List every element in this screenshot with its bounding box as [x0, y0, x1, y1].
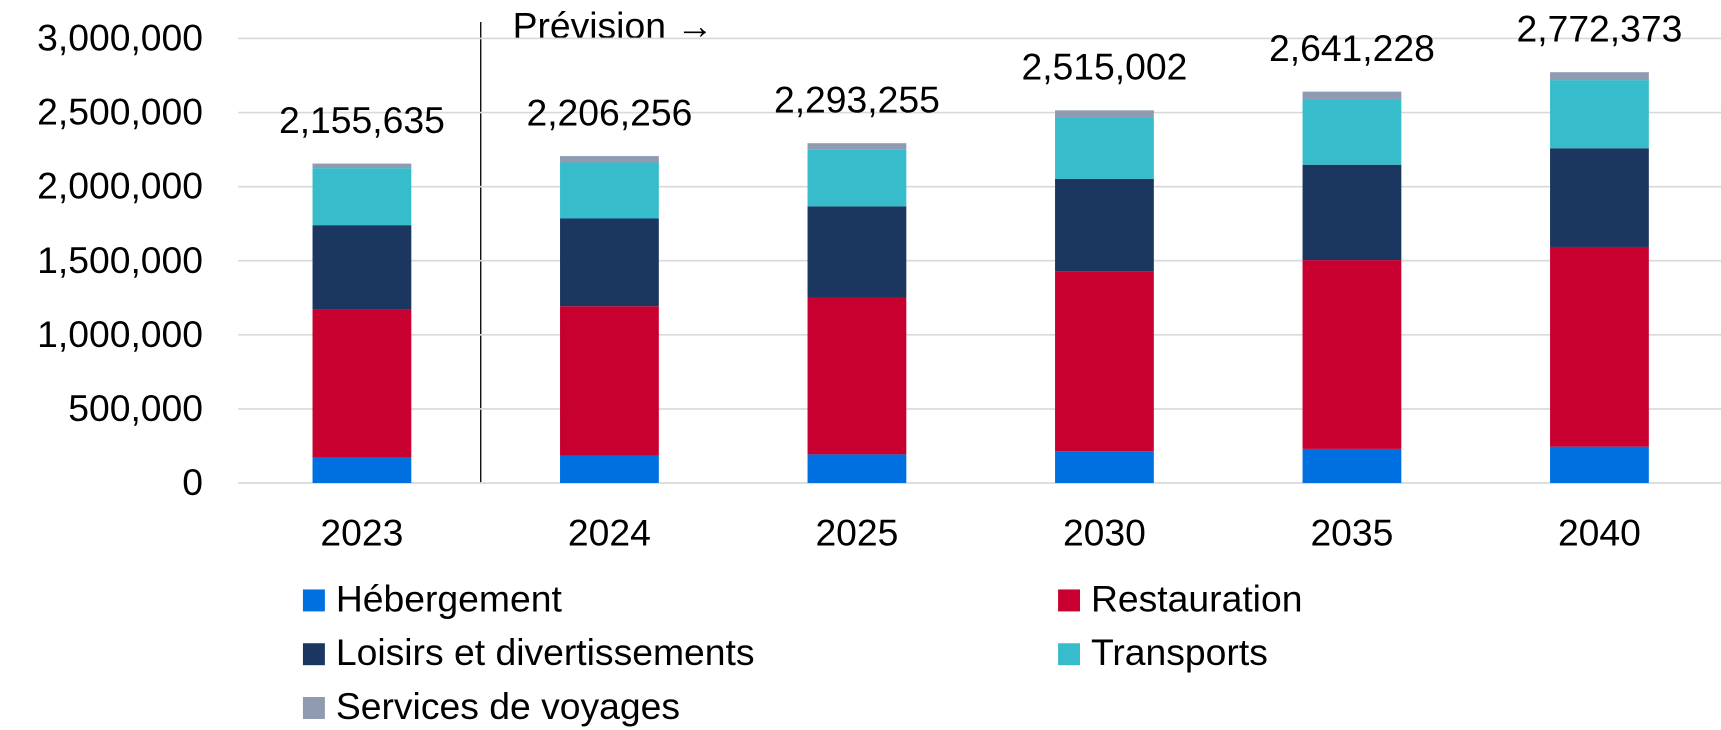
x-tick-label: 2024: [568, 512, 651, 554]
bar-segment: [1550, 446, 1649, 483]
legend-label: Transports: [1091, 631, 1268, 673]
y-tick-label: 1,000,000: [37, 313, 203, 355]
annotation: Prévision →: [513, 4, 714, 46]
bar-segment: [807, 206, 907, 298]
total-label: 2,155,635: [279, 99, 445, 141]
bar-segment: [1302, 91, 1402, 100]
bar-segment: [312, 225, 412, 310]
bar-segment: [560, 306, 659, 456]
bar-segment: [807, 143, 907, 150]
x-tick-label: 2035: [1310, 512, 1393, 554]
total-label: 2,772,373: [1516, 7, 1682, 49]
x-tick-label: 2023: [320, 512, 403, 554]
bar-segment: [1055, 451, 1154, 483]
bar-segment: [1550, 72, 1649, 81]
bar-segment: [807, 297, 907, 455]
bar-segment: [560, 218, 659, 307]
bar-segment: [1055, 178, 1154, 272]
bar-segment: [312, 309, 412, 458]
bar-segment: [1302, 260, 1402, 449]
y-tick-label: 0: [182, 461, 203, 503]
legend-swatch: [1058, 589, 1081, 612]
legend-swatch: [1058, 643, 1081, 666]
bar-segment: [560, 455, 659, 483]
x-tick-label: 2040: [1558, 512, 1641, 554]
bar-segment: [1055, 271, 1154, 452]
bar-segment: [312, 168, 412, 226]
total-label: 2,515,002: [1021, 46, 1187, 88]
x-tick-label: 2030: [1063, 512, 1146, 554]
bar-segment: [1302, 448, 1402, 483]
bar-segment: [807, 454, 907, 483]
bar-segment: [1550, 246, 1649, 447]
y-tick-label: 500,000: [68, 387, 203, 429]
y-tick-label: 1,500,000: [37, 239, 203, 281]
legend-swatch: [302, 643, 325, 666]
bar-segment: [560, 162, 659, 219]
bar-segment: [1055, 117, 1154, 179]
legend-swatch: [302, 589, 325, 612]
bar-segment: [1055, 110, 1154, 118]
bar-segment: [560, 156, 659, 163]
bar-segment: [1302, 99, 1402, 165]
bar-segment: [1302, 164, 1402, 261]
total-label: 2,206,256: [526, 91, 692, 133]
x-tick-label: 2025: [815, 512, 898, 554]
y-tick-label: 2,500,000: [37, 91, 203, 133]
y-tick-label: 2,000,000: [37, 165, 203, 207]
bar-segment: [807, 149, 907, 207]
legend-swatch: [302, 697, 325, 719]
legend-label: Loisirs et divertissements: [336, 631, 755, 673]
bar-segment: [1550, 148, 1649, 247]
legend-label: Services de voyages: [336, 685, 680, 727]
bar-segment: [312, 457, 412, 483]
legend-label: Restauration: [1091, 577, 1302, 619]
total-label: 2,641,228: [1269, 27, 1435, 69]
bar-segment: [312, 163, 412, 169]
total-label: 2,293,255: [774, 78, 940, 120]
y-tick-label: 3,000,000: [37, 17, 203, 59]
bar-segment: [1550, 80, 1649, 149]
legend-label: Hébergement: [336, 577, 563, 619]
